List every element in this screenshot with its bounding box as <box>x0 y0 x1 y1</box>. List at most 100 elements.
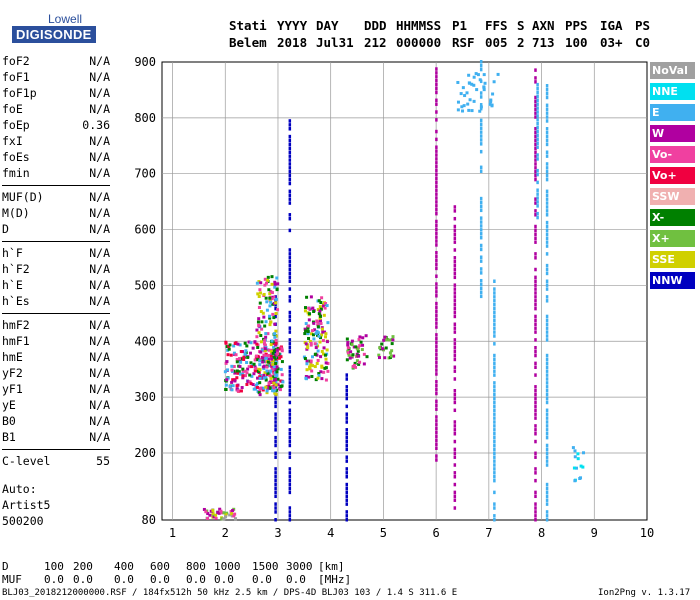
trace-mark <box>534 283 537 287</box>
lowell-digisonde-logo: Lowell DIGISONDE <box>8 8 128 48</box>
trace-mark <box>435 266 438 271</box>
echo-point <box>357 354 361 358</box>
header-cell: 100 <box>565 35 588 50</box>
echo-point <box>305 295 309 299</box>
echo-point <box>269 369 273 373</box>
trace-mark <box>435 192 438 196</box>
echo-point <box>320 327 324 331</box>
echo-point <box>491 92 495 96</box>
echo-point <box>258 368 262 372</box>
trace-mark <box>435 356 438 361</box>
trace-mark <box>345 518 349 522</box>
trace-mark <box>435 168 438 173</box>
bottom-cell: 0.0 <box>252 573 272 586</box>
echo-point <box>249 361 253 365</box>
echo-point <box>386 338 390 342</box>
echo-point <box>258 288 262 292</box>
trace-mark <box>345 392 349 397</box>
bottom-cell: [MHz] <box>318 573 352 586</box>
trace-mark <box>545 494 549 499</box>
echo-point <box>243 352 247 356</box>
trace-mark <box>288 435 292 440</box>
trace-mark <box>493 385 496 389</box>
trace-mark <box>534 76 537 80</box>
param-value: N/A <box>89 206 110 220</box>
echo-point <box>273 280 277 284</box>
trace-mark <box>545 463 549 467</box>
echo-point <box>255 335 259 339</box>
param-row: foF2 N/A <box>2 54 110 70</box>
echo-point <box>264 296 268 300</box>
trace-mark <box>534 138 537 143</box>
trace-mark <box>534 299 537 303</box>
echo-point <box>351 364 355 368</box>
trace-mark <box>435 423 438 427</box>
trace-mark <box>345 388 349 393</box>
bottom-cell: 1500 <box>252 560 279 573</box>
echo-point <box>272 365 276 369</box>
trace-mark <box>453 228 457 233</box>
echo-point <box>274 374 278 378</box>
trace-mark <box>479 267 483 271</box>
trace-mark <box>345 443 349 448</box>
echo-point <box>268 316 272 320</box>
echo-point <box>211 508 215 512</box>
trace-mark <box>534 490 537 495</box>
trace-mark <box>493 357 496 362</box>
echo-point <box>259 281 263 285</box>
trace-mark <box>345 373 349 377</box>
echo-point <box>254 367 258 371</box>
trace-mark <box>453 365 457 370</box>
trace-mark <box>288 248 292 252</box>
bottom-cell: 0.0 <box>214 573 234 586</box>
echo-point <box>280 384 284 388</box>
trace-mark <box>435 235 438 239</box>
trace-mark <box>453 283 457 287</box>
trace-mark <box>545 510 549 514</box>
echo-point <box>278 388 282 392</box>
trace-mark <box>479 208 483 213</box>
trace-mark <box>534 455 537 459</box>
header-cell: AXN <box>532 18 555 33</box>
trace-mark <box>453 263 457 268</box>
trace-mark <box>453 345 457 350</box>
echo-point <box>265 365 269 369</box>
trace-mark <box>493 412 496 416</box>
echo-point <box>269 354 273 358</box>
echo-point <box>309 363 313 367</box>
trace-mark <box>435 110 438 114</box>
echo-point <box>307 324 311 328</box>
echo-point <box>226 368 230 372</box>
trace-mark <box>435 137 438 142</box>
bottom-cell: 100 <box>44 560 64 573</box>
echo-point <box>304 375 308 379</box>
echo-point <box>269 376 273 380</box>
echo-point <box>354 365 358 369</box>
trace-mark <box>493 451 496 456</box>
trace-mark <box>545 162 549 166</box>
param-value: N/A <box>89 70 110 84</box>
param-name: B0 <box>2 414 16 428</box>
trace-mark <box>479 232 483 236</box>
echo-point <box>378 346 382 350</box>
echo-point <box>218 507 222 511</box>
echo-point <box>269 320 273 324</box>
header-cell: DAY <box>316 18 339 33</box>
echo-point <box>315 329 319 333</box>
echo-point <box>247 365 251 369</box>
echo-point <box>258 376 262 380</box>
param-row: foF1p N/A <box>2 86 110 102</box>
echo-point <box>272 349 276 353</box>
trace-mark <box>453 236 457 240</box>
y-tick-label: 80 <box>142 513 156 527</box>
trace-mark <box>545 490 549 495</box>
echo-point <box>257 280 261 284</box>
trace-mark <box>288 170 292 174</box>
echo-point <box>324 332 328 336</box>
trace-mark <box>545 338 549 342</box>
param-name: fmin <box>2 166 30 180</box>
trace-mark <box>534 103 537 108</box>
legend-entry: X+ <box>650 230 695 247</box>
trace-mark <box>435 67 438 71</box>
footer-version: Ion2Png v. 1.3.17 <box>598 588 691 598</box>
